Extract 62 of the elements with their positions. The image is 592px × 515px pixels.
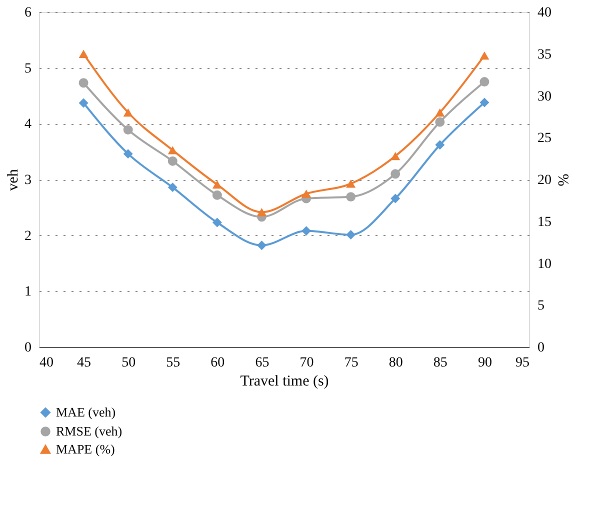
point — [168, 182, 178, 192]
x-tick-label: 95 — [516, 356, 530, 370]
y-tick-label: 6 — [24, 6, 32, 20]
y2-tick-label: 40 — [538, 6, 552, 20]
y2-tick-label: 35 — [538, 47, 552, 62]
y-axis-title: veh — [6, 168, 22, 191]
legend-label: MAE (veh) — [56, 404, 116, 420]
point — [123, 149, 133, 159]
y2-axis-title: % — [554, 174, 570, 186]
point — [480, 51, 490, 60]
point — [346, 230, 356, 240]
point — [256, 208, 266, 216]
x-tick-label: 45 — [77, 356, 92, 370]
point — [390, 152, 400, 160]
point — [212, 180, 222, 189]
point — [123, 125, 133, 135]
x-tick-label: 90 — [478, 356, 492, 370]
x-tick-label: 55 — [166, 356, 180, 370]
y2-tick-label: 25 — [538, 131, 552, 146]
x-tick-label: 60 — [210, 356, 225, 370]
point — [435, 108, 445, 117]
point — [480, 77, 490, 87]
legend-label: RMSE (veh) — [56, 424, 122, 438]
point — [78, 78, 88, 88]
point — [78, 50, 88, 58]
x-tick-label: 80 — [388, 356, 403, 370]
point — [302, 226, 312, 236]
x-tick-label: 50 — [122, 356, 136, 370]
point — [346, 192, 356, 202]
x-tick-label: 85 — [433, 356, 448, 370]
point — [302, 190, 312, 198]
point — [256, 240, 266, 250]
y-tick-label: 0 — [24, 340, 32, 356]
point — [212, 190, 222, 200]
y2-tick-label: 10 — [538, 256, 552, 272]
point — [346, 180, 356, 188]
point — [212, 218, 222, 228]
y-tick-label: 4 — [24, 117, 32, 132]
y-tick-label: 2 — [24, 228, 32, 244]
y2-tick-label: 15 — [538, 214, 552, 230]
y2-tick-label: 5 — [538, 298, 544, 314]
y2-tick-label: 30 — [538, 89, 552, 104]
x-tick-label: 70 — [300, 356, 314, 370]
y-tick-label: 3 — [24, 173, 32, 188]
point — [480, 98, 490, 108]
x-tick-label: 75 — [344, 356, 358, 370]
y2-tick-label: 20 — [538, 173, 552, 188]
y-tick-label: 5 — [24, 61, 32, 76]
point — [123, 108, 133, 117]
point — [168, 146, 178, 154]
point — [390, 169, 400, 179]
legend-label: MAPE (%) — [56, 442, 115, 456]
point — [390, 194, 400, 204]
point — [168, 156, 178, 166]
y-tick-label: 1 — [24, 284, 32, 300]
x-tick-label: 65 — [255, 356, 270, 370]
y2-tick-label: 0 — [538, 340, 544, 356]
point — [78, 98, 88, 108]
point — [435, 140, 445, 150]
point — [435, 117, 445, 127]
x-axis-title: Travel time (s) — [240, 374, 329, 390]
x-tick-label: 40 — [40, 356, 54, 370]
